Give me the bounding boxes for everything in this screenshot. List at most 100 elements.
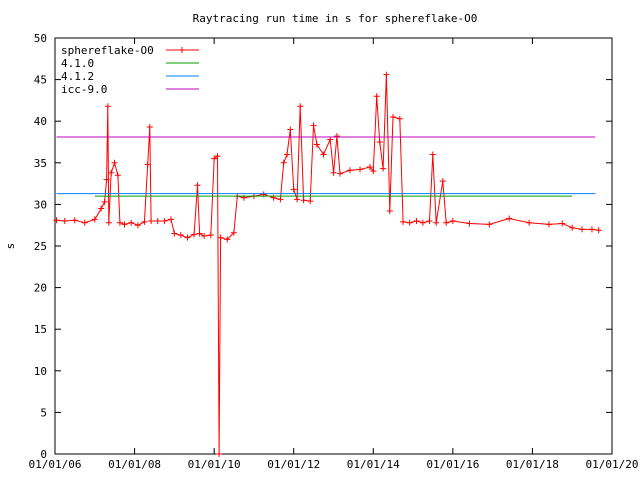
data-point [277,196,284,203]
series-line [56,74,599,455]
data-point [161,218,168,225]
data-point [146,124,153,131]
data-point [390,114,397,121]
data-point [114,172,121,179]
data-point [466,220,473,227]
data-point [177,232,184,239]
data-point [280,159,287,166]
data-point [224,236,231,243]
legend-label: icc-9.0 [61,83,107,96]
data-point [207,232,214,239]
data-point [370,168,377,175]
data-point [98,205,105,212]
data-point [290,186,297,193]
data-point [419,219,426,226]
data-point [545,221,552,228]
data-point [579,226,586,233]
legend-label: 4.1.2 [61,70,94,83]
data-point [347,167,354,174]
y-tick-label: 0 [40,448,47,461]
x-tick-label: 01/01/20 [586,458,639,471]
series-sphereflake-o0 [53,71,602,457]
data-point [217,234,224,241]
data-point [333,133,340,140]
y-tick-label: 20 [34,282,47,295]
data-point [595,227,602,234]
x-tick-label: 01/01/10 [188,458,241,471]
data-point [148,218,155,225]
data-point [336,170,343,177]
data-point [230,229,237,236]
data-point [116,219,123,226]
data-point [121,221,128,228]
data-point [53,217,60,224]
x-tick-label: 01/01/12 [267,458,320,471]
data-point [196,230,203,237]
data-point [61,218,68,225]
x-axis-ticks: 01/01/06 01/01/08 01/01/10 01/01/12 01/01/14… [29,38,639,471]
data-point [108,169,115,176]
x-tick-label: 01/01/06 [29,458,82,471]
data-point [216,451,223,457]
legend-label: 4.1.0 [61,57,94,70]
data-point [171,230,178,237]
data-point [443,219,450,226]
data-point [406,219,413,226]
data-point [400,218,407,225]
data-point [168,216,175,223]
data-point [559,220,566,227]
data-point [439,178,446,185]
data-point [103,176,110,183]
x-tick-label: 01/01/18 [506,458,559,471]
y-tick-label: 45 [34,74,47,87]
series-layer [53,71,602,457]
data-point [426,218,433,225]
data-point [134,222,141,229]
data-point [588,226,595,233]
chart-title: Raytracing run time in s for sphereflake… [193,12,478,25]
legend-marker [179,47,185,53]
data-point [310,122,317,129]
x-tick-label: 01/01/08 [108,458,161,471]
plot-frame [54,37,613,455]
data-point [184,234,191,241]
data-point [214,153,221,160]
data-point [569,224,576,231]
data-point [320,151,327,158]
data-point [201,233,208,240]
data-point [300,197,307,204]
data-point [327,136,334,143]
data-point [307,198,314,205]
data-point [330,169,337,176]
y-tick-label: 10 [34,365,47,378]
y-tick-label: 40 [34,115,47,128]
data-point [383,71,390,78]
y-tick-label: 5 [40,406,47,419]
data-point [366,163,373,170]
data-point [297,103,304,110]
y-tick-label: 25 [34,240,47,253]
data-point [101,198,108,205]
data-point [376,139,383,145]
y-tick-label: 30 [34,198,47,211]
data-point [294,196,301,203]
data-point [357,166,364,173]
data-point [373,93,380,100]
y-tick-label: 50 [34,32,47,45]
data-point [506,215,513,222]
data-point [486,221,493,228]
y-axis-label: s [4,243,17,250]
data-point [211,155,218,162]
data-point [104,103,111,110]
x-tick-label: 01/01/16 [426,458,479,471]
data-point [111,159,118,166]
x-tick-label: 01/01/14 [347,458,400,471]
data-point [128,219,135,226]
data-point [191,231,198,238]
data-point [313,141,320,148]
data-point [105,219,112,226]
data-point [386,208,393,215]
data-point [71,217,78,224]
